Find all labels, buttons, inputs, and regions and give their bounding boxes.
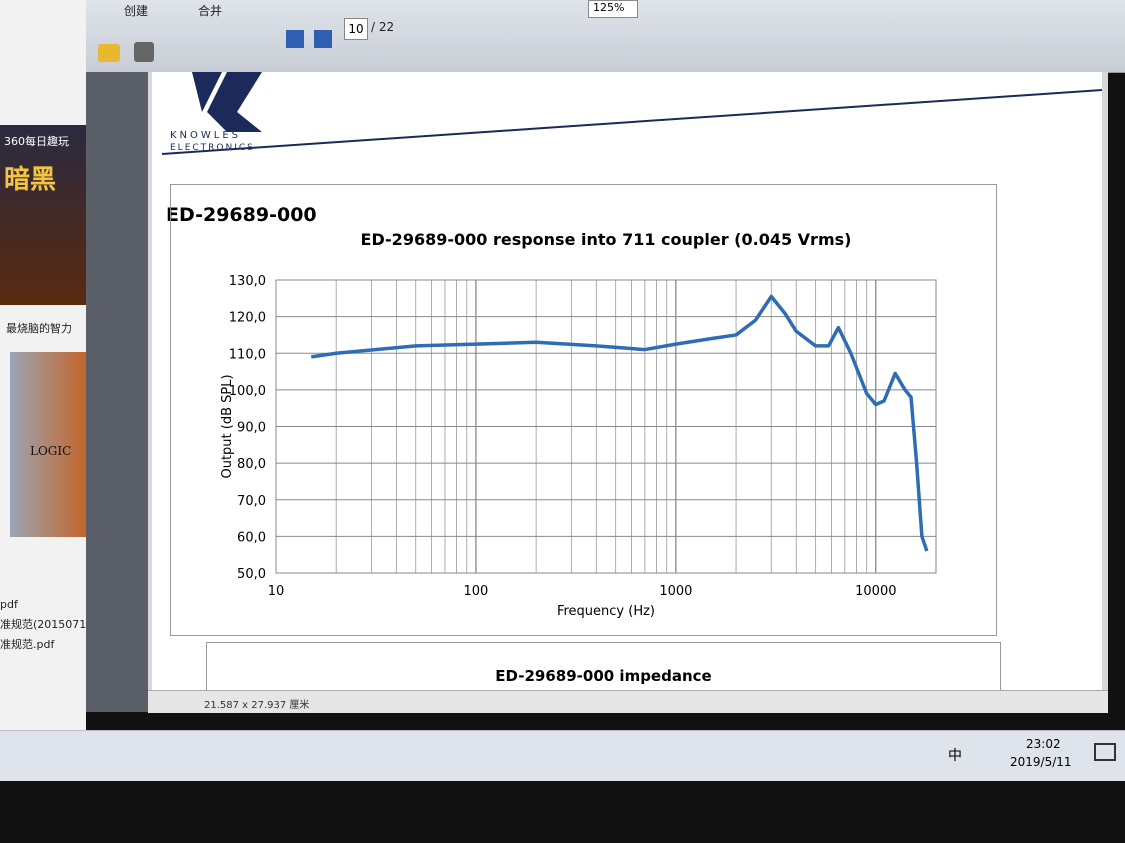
next-page-icon[interactable] bbox=[314, 30, 332, 48]
logo-shape bbox=[192, 72, 222, 112]
open-icon[interactable] bbox=[98, 44, 120, 62]
y-tick-label: 130,0 bbox=[229, 274, 266, 289]
page-total: / 22 bbox=[371, 20, 395, 34]
y-tick-label: 100,0 bbox=[229, 384, 266, 399]
x-tick-label: 10000 bbox=[855, 584, 896, 599]
toolbar: 创建 合并 10 / 22 125% bbox=[86, 0, 1125, 73]
ad-title: 360每日趣玩 bbox=[4, 135, 69, 148]
pdf-page: KNOWLES ELECTRONICS ED-29689-000 ED-2968… bbox=[152, 72, 1102, 712]
create-button[interactable]: 创建 bbox=[124, 4, 149, 18]
background-window: 360每日趣玩 暗黑 最烧脑的智力 LOGIC pdf 准规范(20150717… bbox=[0, 0, 139, 730]
logo-shape bbox=[207, 72, 262, 132]
ad-game: 暗黑 bbox=[4, 165, 57, 195]
taskbar: 中 23:02 2019/5/11 bbox=[0, 730, 1125, 781]
logo-text: ELECTRONICS bbox=[170, 143, 255, 153]
image-text: LOGIC bbox=[30, 444, 72, 458]
zoom-input[interactable]: 125% bbox=[588, 0, 638, 18]
y-tick-label: 110,0 bbox=[229, 347, 266, 362]
y-tick-label: 70,0 bbox=[237, 494, 266, 509]
chart-frame: ED-29689-000 impedance bbox=[206, 642, 1001, 712]
article-image: LOGIC bbox=[10, 352, 86, 537]
y-tick-label: 50,0 bbox=[237, 567, 266, 582]
document-area: KNOWLES ELECTRONICS ED-29689-000 ED-2968… bbox=[148, 72, 1108, 712]
page-input[interactable]: 10 bbox=[344, 18, 368, 40]
x-axis-label: Frequency (Hz) bbox=[557, 604, 655, 619]
x-tick-label: 100 bbox=[464, 584, 489, 599]
chart-frame: ED-29689-000 response into 711 coupler (… bbox=[170, 184, 997, 636]
next-chart-title: ED-29689-000 impedance bbox=[495, 667, 712, 685]
y-tick-label: 60,0 bbox=[237, 530, 266, 545]
clock-date[interactable]: 2019/5/11 bbox=[1010, 755, 1072, 769]
sidebar bbox=[86, 72, 148, 712]
y-axis-label: Output (dB SPL) bbox=[220, 374, 235, 478]
data-line bbox=[310, 294, 929, 552]
combine-button[interactable]: 合并 bbox=[198, 4, 223, 18]
status-bar: 21.587 x 27.937 厘米 bbox=[148, 690, 1108, 713]
x-tick-label: 1000 bbox=[659, 584, 692, 599]
logo-text: KNOWLES bbox=[170, 130, 241, 141]
clock-time[interactable]: 23:02 bbox=[1026, 737, 1061, 751]
logo: KNOWLES ELECTRONICS bbox=[161, 72, 1102, 155]
header-rule bbox=[161, 89, 1102, 155]
print-icon[interactable] bbox=[134, 42, 154, 62]
y-tick-label: 120,0 bbox=[229, 311, 266, 326]
heading: ED-29689-000 bbox=[166, 204, 317, 226]
y-tick-label: 90,0 bbox=[237, 421, 266, 436]
y-tick-label: 80,0 bbox=[237, 457, 266, 472]
ime-indicator[interactable]: 中 bbox=[948, 748, 962, 764]
prev-page-icon[interactable] bbox=[286, 30, 304, 48]
article-title[interactable]: 最烧脑的智力 bbox=[6, 322, 72, 335]
chart-title: ED-29689-000 response into 711 coupler (… bbox=[361, 230, 852, 249]
notification-icon[interactable] bbox=[1094, 743, 1116, 761]
plot-border bbox=[275, 279, 937, 574]
ad-banner: 360每日趣玩 暗黑 bbox=[0, 125, 86, 305]
chart: ED-29689-000 response into 711 coupler (… bbox=[220, 230, 937, 619]
file-item[interactable]: 准规范.pdf bbox=[0, 638, 55, 651]
page-size: 21.587 x 27.937 厘米 bbox=[204, 700, 310, 711]
file-item[interactable]: pdf bbox=[0, 598, 18, 611]
x-tick-label: 10 bbox=[268, 584, 285, 599]
